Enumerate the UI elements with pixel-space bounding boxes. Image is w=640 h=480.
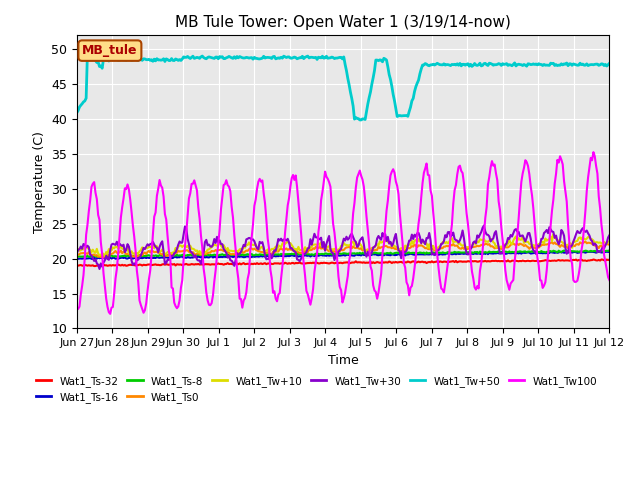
- Legend: Wat1_Ts-32, Wat1_Ts-16, Wat1_Ts-8, Wat1_Ts0, Wat1_Tw+10, Wat1_Tw+30, Wat1_Tw+50,: Wat1_Ts-32, Wat1_Ts-16, Wat1_Ts-8, Wat1_…: [31, 372, 602, 407]
- X-axis label: Time: Time: [328, 354, 358, 367]
- Text: MB_tule: MB_tule: [82, 44, 138, 57]
- Y-axis label: Temperature (C): Temperature (C): [33, 131, 45, 233]
- Title: MB Tule Tower: Open Water 1 (3/19/14-now): MB Tule Tower: Open Water 1 (3/19/14-now…: [175, 15, 511, 30]
